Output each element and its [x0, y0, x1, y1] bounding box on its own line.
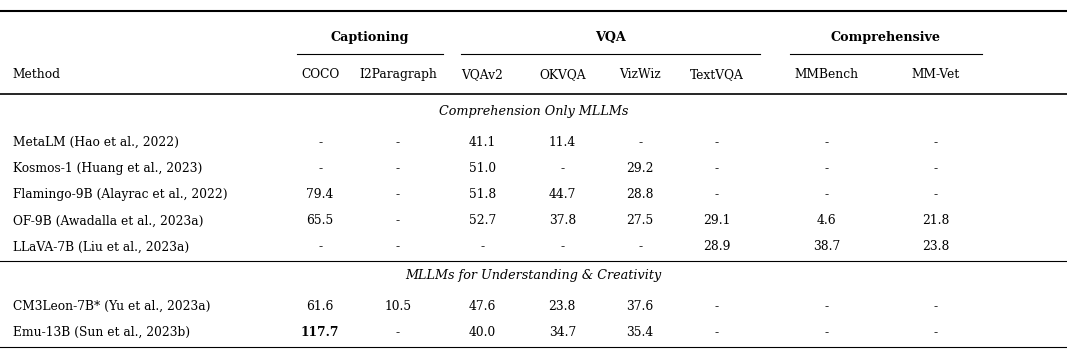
Text: -: - — [560, 240, 564, 253]
Text: MMBench: MMBench — [795, 69, 859, 81]
Text: 23.8: 23.8 — [548, 300, 576, 313]
Text: VizWiz: VizWiz — [619, 69, 662, 81]
Text: -: - — [825, 326, 829, 339]
Text: MM-Vet: MM-Vet — [911, 69, 960, 81]
Text: -: - — [396, 240, 400, 253]
Text: CM3Leon-7B* (Yu et al., 2023a): CM3Leon-7B* (Yu et al., 2023a) — [13, 300, 210, 313]
Text: LLaVA-7B (Liu et al., 2023a): LLaVA-7B (Liu et al., 2023a) — [13, 240, 189, 253]
Text: 28.8: 28.8 — [626, 188, 654, 201]
Text: Flamingo-9B (Alayrac et al., 2022): Flamingo-9B (Alayrac et al., 2022) — [13, 188, 227, 201]
Text: 117.7: 117.7 — [301, 326, 339, 339]
Text: 11.4: 11.4 — [548, 136, 576, 149]
Text: 35.4: 35.4 — [626, 326, 654, 339]
Text: 47.6: 47.6 — [468, 300, 496, 313]
Text: -: - — [638, 240, 642, 253]
Text: COCO: COCO — [301, 69, 339, 81]
Text: -: - — [934, 326, 938, 339]
Text: Kosmos-1 (Huang et al., 2023): Kosmos-1 (Huang et al., 2023) — [13, 162, 202, 175]
Text: -: - — [715, 300, 719, 313]
Text: -: - — [715, 162, 719, 175]
Text: 34.7: 34.7 — [548, 326, 576, 339]
Text: -: - — [560, 162, 564, 175]
Text: -: - — [396, 214, 400, 227]
Text: -: - — [396, 136, 400, 149]
Text: OF-9B (Awadalla et al., 2023a): OF-9B (Awadalla et al., 2023a) — [13, 214, 204, 227]
Text: OKVQA: OKVQA — [539, 69, 586, 81]
Text: -: - — [825, 300, 829, 313]
Text: Comprehension Only MLLMs: Comprehension Only MLLMs — [439, 105, 628, 118]
Text: 10.5: 10.5 — [384, 300, 412, 313]
Text: 21.8: 21.8 — [922, 214, 950, 227]
Text: -: - — [396, 162, 400, 175]
Text: -: - — [638, 136, 642, 149]
Text: -: - — [480, 240, 484, 253]
Text: 61.6: 61.6 — [306, 300, 334, 313]
Text: -: - — [934, 136, 938, 149]
Text: Emu-13B (Sun et al., 2023b): Emu-13B (Sun et al., 2023b) — [13, 326, 190, 339]
Text: MetaLM (Hao et al., 2022): MetaLM (Hao et al., 2022) — [13, 136, 179, 149]
Text: I2Paragraph: I2Paragraph — [360, 69, 436, 81]
Text: -: - — [825, 136, 829, 149]
Text: 29.1: 29.1 — [703, 214, 731, 227]
Text: 27.5: 27.5 — [626, 214, 654, 227]
Text: 52.7: 52.7 — [468, 214, 496, 227]
Text: 44.7: 44.7 — [548, 188, 576, 201]
Text: VQA: VQA — [595, 31, 625, 44]
Text: 41.1: 41.1 — [468, 136, 496, 149]
Text: -: - — [318, 240, 322, 253]
Text: TextVQA: TextVQA — [690, 69, 744, 81]
Text: 79.4: 79.4 — [306, 188, 334, 201]
Text: 29.2: 29.2 — [626, 162, 654, 175]
Text: Comprehensive: Comprehensive — [830, 31, 941, 44]
Text: Captioning: Captioning — [331, 31, 409, 44]
Text: 28.9: 28.9 — [703, 240, 731, 253]
Text: -: - — [318, 136, 322, 149]
Text: 37.8: 37.8 — [548, 214, 576, 227]
Text: -: - — [825, 188, 829, 201]
Text: -: - — [715, 136, 719, 149]
Text: -: - — [934, 162, 938, 175]
Text: -: - — [715, 188, 719, 201]
Text: 40.0: 40.0 — [468, 326, 496, 339]
Text: -: - — [318, 162, 322, 175]
Text: 51.0: 51.0 — [468, 162, 496, 175]
Text: -: - — [396, 326, 400, 339]
Text: -: - — [825, 162, 829, 175]
Text: -: - — [934, 188, 938, 201]
Text: 65.5: 65.5 — [306, 214, 334, 227]
Text: -: - — [715, 326, 719, 339]
Text: -: - — [934, 300, 938, 313]
Text: 23.8: 23.8 — [922, 240, 950, 253]
Text: 38.7: 38.7 — [813, 240, 841, 253]
Text: 51.8: 51.8 — [468, 188, 496, 201]
Text: 37.6: 37.6 — [626, 300, 654, 313]
Text: MLLMs for Understanding & Creativity: MLLMs for Understanding & Creativity — [405, 269, 662, 282]
Text: -: - — [396, 188, 400, 201]
Text: VQAv2: VQAv2 — [461, 69, 504, 81]
Text: 4.6: 4.6 — [817, 214, 837, 227]
Text: Method: Method — [13, 69, 61, 81]
